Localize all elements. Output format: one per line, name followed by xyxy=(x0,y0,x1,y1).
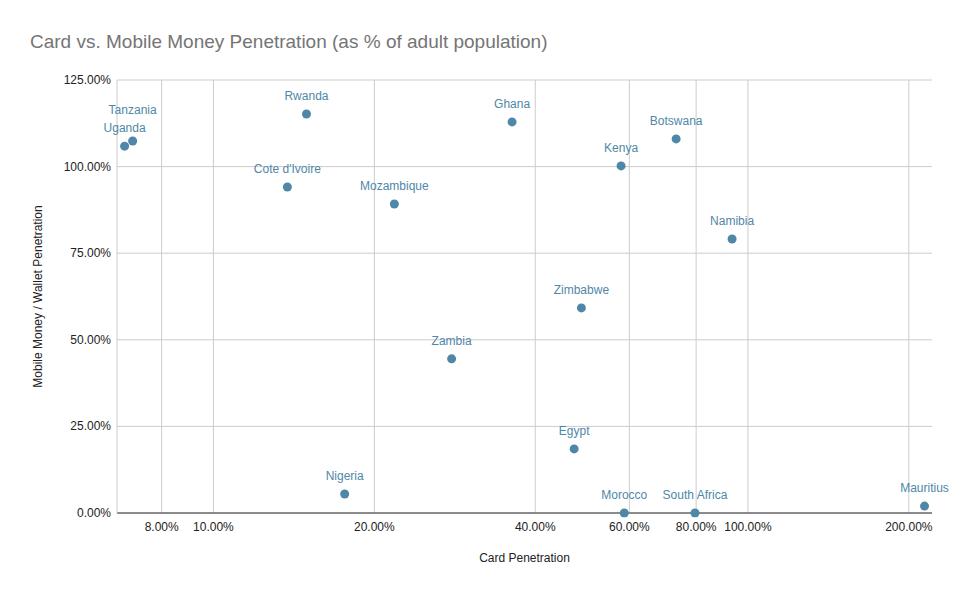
point xyxy=(283,183,292,192)
x-tick-label: 60.00% xyxy=(609,520,650,534)
chart-container: Card vs. Mobile Money Penetration (as % … xyxy=(0,0,962,595)
point xyxy=(617,161,626,170)
data-label: Ghana xyxy=(494,97,530,111)
data-label: Rwanda xyxy=(284,89,328,103)
point xyxy=(577,303,586,312)
data-label: Tanzania xyxy=(109,103,157,117)
data-label: Mauritius xyxy=(900,481,949,495)
y-tick-label: 0.00% xyxy=(77,506,111,520)
point xyxy=(390,200,399,209)
y-tick-label: 100.00% xyxy=(64,160,112,174)
point xyxy=(302,109,311,118)
point xyxy=(672,134,681,143)
background xyxy=(0,0,962,595)
x-axis-line xyxy=(117,513,932,514)
y-grid-line xyxy=(117,339,932,340)
data-label: Nigeria xyxy=(326,469,364,483)
y-grid-line xyxy=(117,513,932,514)
data-label: Zambia xyxy=(432,334,472,348)
points xyxy=(120,109,929,517)
grid xyxy=(117,80,932,513)
y-tick-label: 125.00% xyxy=(64,73,112,87)
point xyxy=(920,502,929,511)
x-grid-line xyxy=(161,80,162,513)
x-axis-title: Card Penetration xyxy=(479,551,570,565)
point xyxy=(447,354,456,363)
x-grid-line xyxy=(213,80,214,513)
point xyxy=(508,117,517,126)
data-label: Morocco xyxy=(601,488,647,502)
y-axis-line xyxy=(117,80,118,513)
point xyxy=(728,234,737,243)
point xyxy=(128,136,137,145)
x-tick-label: 10.00% xyxy=(193,520,234,534)
y-grid-line xyxy=(117,166,932,167)
x-grid-line xyxy=(747,80,748,513)
data-label: Cote d'Ivoire xyxy=(254,162,321,176)
y-axis-title: Mobile Money / Wallet Penetration xyxy=(31,205,45,387)
x-grid-line xyxy=(374,80,375,513)
y-tick-label: 25.00% xyxy=(70,419,111,433)
data-label: Egypt xyxy=(559,424,590,438)
data-label: Uganda xyxy=(104,121,146,135)
y-tick-label: 50.00% xyxy=(70,333,111,347)
x-grid-line xyxy=(696,80,697,513)
x-tick-label: 100.00% xyxy=(724,520,772,534)
point xyxy=(340,489,349,498)
y-tick-label: 75.00% xyxy=(70,246,111,260)
point xyxy=(120,142,129,151)
x-grid-line xyxy=(535,80,536,513)
data-label: Namibia xyxy=(710,214,754,228)
y-grid-line xyxy=(117,80,932,81)
x-tick-label: 40.00% xyxy=(515,520,556,534)
data-label: Kenya xyxy=(604,141,638,155)
point xyxy=(570,444,579,453)
x-tick-label: 8.00% xyxy=(145,520,179,534)
y-grid-line xyxy=(117,426,932,427)
y-grid-line xyxy=(117,253,932,254)
point xyxy=(690,509,699,518)
x-tick-label: 200.00% xyxy=(885,520,933,534)
data-labels: Uganda Tanzania Rwanda Cote d'Ivoire Mozambi… xyxy=(104,89,949,502)
x-tick-label: 80.00% xyxy=(676,520,717,534)
data-label: Zimbabwe xyxy=(554,283,610,297)
data-label: South Africa xyxy=(663,488,728,502)
data-label: Botswana xyxy=(650,114,703,128)
x-tick-label: 20.00% xyxy=(354,520,395,534)
data-label: Mozambique xyxy=(360,179,429,193)
chart-svg: Card vs. Mobile Money Penetration (as % … xyxy=(0,0,962,595)
x-grid-line xyxy=(908,80,909,513)
chart-title: Card vs. Mobile Money Penetration (as % … xyxy=(30,31,548,52)
point xyxy=(620,509,629,518)
